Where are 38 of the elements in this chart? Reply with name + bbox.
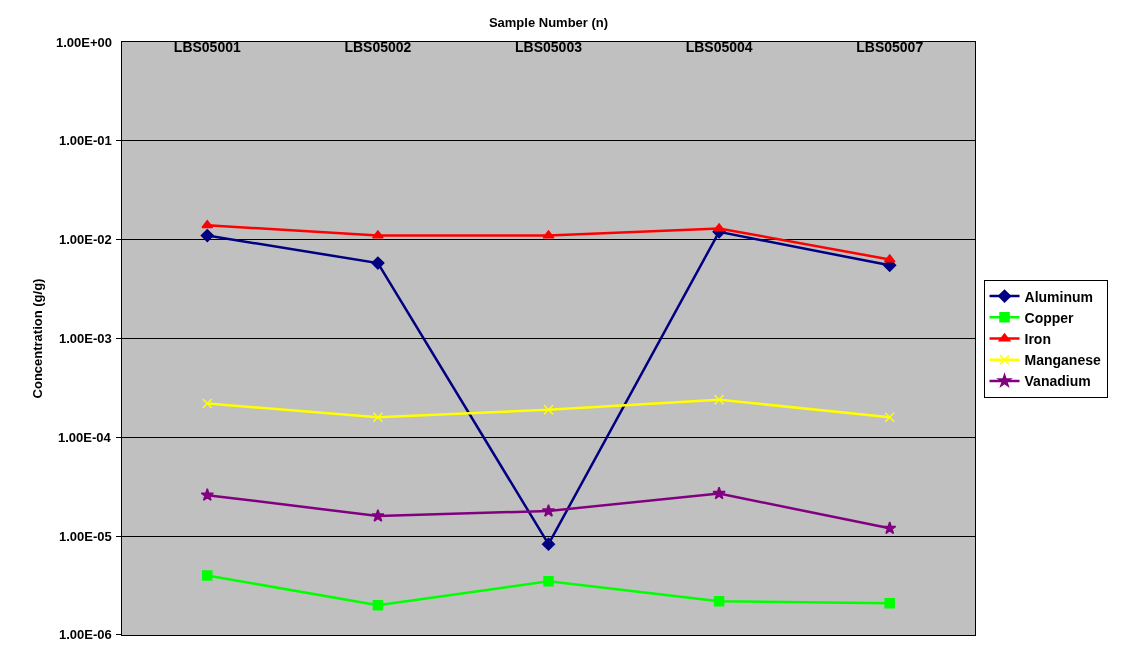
x-tick-label: LBS05003 — [515, 39, 583, 55]
y-tick-label: 1.00E-03 — [59, 331, 112, 346]
point — [543, 404, 554, 416]
point — [713, 595, 725, 607]
y-tick-label: 1.00E-01 — [59, 133, 112, 148]
point — [372, 411, 384, 423]
legend-label: Copper — [1024, 309, 1075, 326]
point — [202, 570, 213, 581]
point — [541, 503, 556, 517]
legend-label: Iron — [1024, 330, 1051, 347]
y-tick-label: 1.00E-02 — [59, 232, 112, 247]
x-tick-label: LBS05001 — [173, 39, 241, 55]
point — [200, 228, 214, 243]
point — [884, 411, 895, 423]
point — [371, 508, 385, 522]
y-tick-label: 1.00E-06 — [59, 627, 112, 642]
y-axis-title: Concentration (g/g) — [29, 278, 45, 399]
legend-label: Aluminum — [1024, 288, 1093, 305]
point — [201, 219, 214, 229]
y-tick-label: 1.00E-04 — [58, 430, 112, 445]
point — [541, 537, 556, 551]
point — [202, 398, 213, 409]
y-tick-label: 1.00E+00 — [56, 35, 113, 50]
point — [200, 488, 215, 501]
point — [884, 597, 895, 609]
point — [372, 599, 384, 611]
point — [713, 394, 725, 405]
x-tick-label: LBS05004 — [685, 39, 753, 55]
x-axis-title: Sample Number (n) — [488, 14, 609, 30]
x-tick-label: LBS05002 — [344, 39, 412, 55]
point — [882, 521, 897, 535]
y-tick-label: 1.00E-05 — [59, 529, 112, 544]
legend-label: Manganese — [1024, 352, 1101, 369]
point — [543, 575, 554, 587]
point — [371, 256, 385, 270]
legend-label: Vanadium — [1024, 373, 1091, 390]
x-tick-label: LBS05007 — [856, 39, 924, 55]
point — [712, 486, 726, 500]
